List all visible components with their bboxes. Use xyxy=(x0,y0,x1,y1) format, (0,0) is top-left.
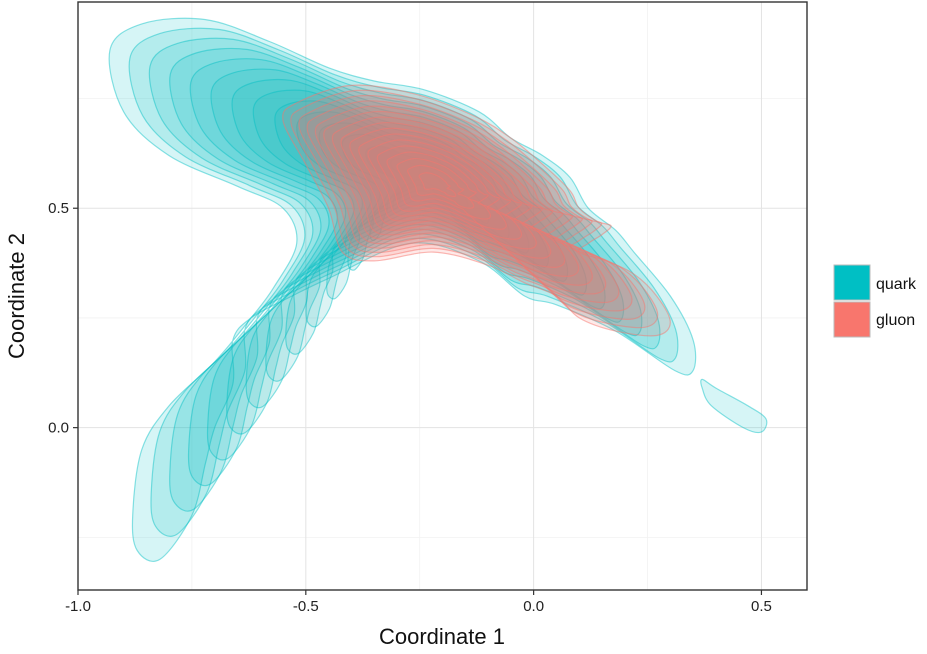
contour-gluon xyxy=(367,139,537,250)
contour-quark xyxy=(148,37,661,512)
contour-gluon xyxy=(323,110,607,295)
x-axis-ticks: -1.0 -0.5 0.0 0.5 xyxy=(65,590,772,615)
plot-border xyxy=(77,1,808,591)
legend-key-gluon xyxy=(833,301,871,338)
contour-quark xyxy=(341,133,490,271)
x-tick-label: -0.5 xyxy=(293,598,319,615)
contour-gluon xyxy=(306,100,633,312)
density-contours xyxy=(108,17,768,562)
contour-quark xyxy=(390,158,446,210)
contour-gluon xyxy=(376,145,523,240)
plot-panel xyxy=(78,2,807,590)
contour-gluon xyxy=(396,157,492,220)
x-axis-title: Coordinate 1 xyxy=(379,624,505,649)
contour-gluon xyxy=(407,164,475,209)
x-tick-label: 0.5 xyxy=(751,598,772,615)
x-tick-label: -1.0 xyxy=(65,598,91,615)
contour-quark xyxy=(169,47,643,487)
contour-gluon xyxy=(349,127,566,268)
contour-gluon xyxy=(418,172,457,198)
contour-gluon xyxy=(331,116,593,286)
legend-label-quark: quark xyxy=(876,276,917,293)
contour-gluon xyxy=(290,89,659,329)
y-tick-label: 0.0 xyxy=(48,420,69,437)
contour-quark xyxy=(365,145,469,242)
contour-gluon xyxy=(386,151,507,230)
y-tick-label: 0.5 xyxy=(48,200,69,217)
contour-gluon xyxy=(282,84,671,337)
contour-quark-island xyxy=(700,378,768,434)
legend: quark gluon xyxy=(833,264,917,338)
legend-key-quark xyxy=(833,264,871,301)
contour-gluon xyxy=(314,105,620,304)
y-axis-title: Coordinate 2 xyxy=(4,233,29,359)
contour-quark xyxy=(128,27,679,537)
x-tick-label: 0.0 xyxy=(523,598,544,615)
y-axis-ticks: 0.0 0.5 xyxy=(48,200,78,437)
legend-label-gluon: gluon xyxy=(876,312,915,329)
